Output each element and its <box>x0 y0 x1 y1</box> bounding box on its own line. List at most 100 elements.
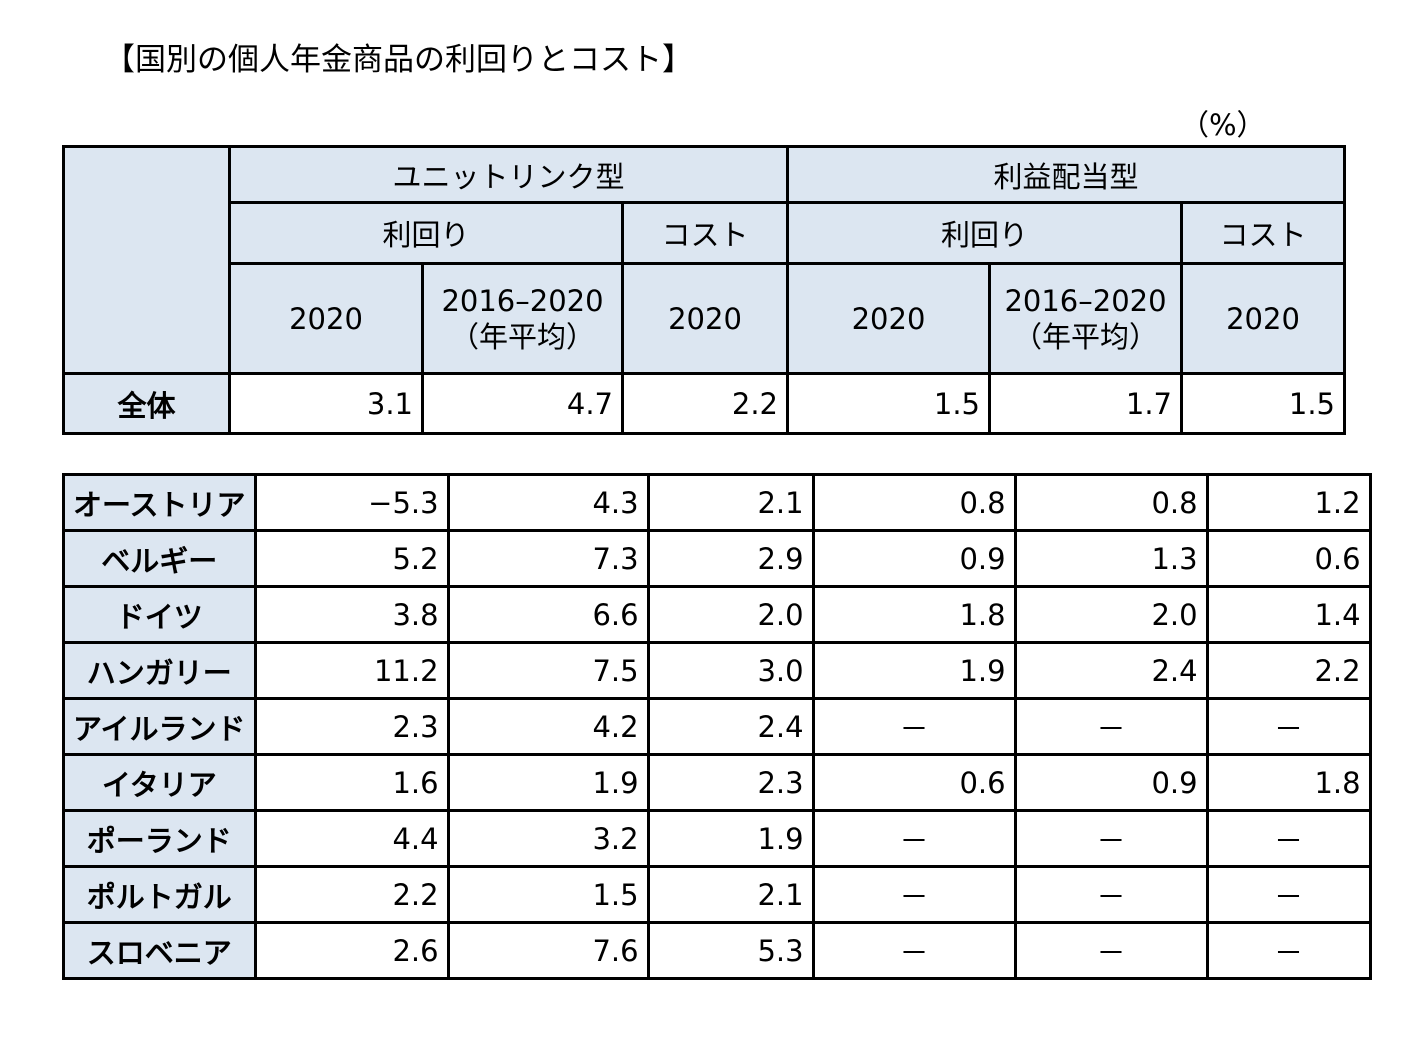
cell-value: 7.5 <box>446 641 650 700</box>
header-year-range: 2016–2020 （年平均） <box>421 262 624 375</box>
cell-value: 1.5 <box>1180 372 1346 435</box>
cell-value: － <box>1013 921 1209 980</box>
cell-value: 1.9 <box>811 641 1017 700</box>
cell-value: － <box>1205 697 1372 756</box>
cell-value: 1.9 <box>646 809 815 868</box>
cell-value: 1.7 <box>988 372 1183 435</box>
table-row: ベルギー 5.2 7.3 2.9 0.9 1.3 0.6 <box>62 529 1372 588</box>
cell-value: 1.8 <box>1205 753 1372 812</box>
cell-value: 4.4 <box>253 809 450 868</box>
row-label: イタリア <box>62 753 257 812</box>
cell-value: 2.4 <box>646 697 815 756</box>
cell-value: 2.1 <box>646 865 815 924</box>
cell-value: 3.2 <box>446 809 650 868</box>
cell-value: 6.6 <box>446 585 650 644</box>
header-annual-average: （年平均） <box>1012 319 1158 354</box>
row-label: オーストリア <box>62 473 257 532</box>
cell-value: 2.3 <box>253 697 450 756</box>
header-profit-dividend: 利益配当型 <box>786 145 1346 204</box>
header-year: 2020 <box>786 262 991 375</box>
row-label: ハンガリー <box>62 641 257 700</box>
cell-value: 5.2 <box>253 529 450 588</box>
cell-value: － <box>1013 865 1209 924</box>
cell-value: 1.6 <box>253 753 450 812</box>
header-annual-average: （年平均） <box>449 319 595 354</box>
table-row: オーストリア −5.3 4.3 2.1 0.8 0.8 1.2 <box>62 473 1372 532</box>
table-row: スロベニア 2.6 7.6 5.3 －－－ <box>62 921 1372 980</box>
header-cost: コスト <box>621 201 789 265</box>
cell-value: 4.7 <box>421 372 624 435</box>
cell-value: － <box>1013 697 1209 756</box>
cell-value: 4.3 <box>446 473 650 532</box>
row-label: ポーランド <box>62 809 257 868</box>
page-title: 【国別の個人年金商品の利回りとコスト】 <box>104 42 693 78</box>
cell-value: 5.3 <box>646 921 815 980</box>
cell-value: 1.2 <box>1205 473 1372 532</box>
table-row: ポルトガル 2.2 1.5 2.1 －－－ <box>62 865 1372 924</box>
header-year-range-text: 2016–2020 <box>1004 283 1167 318</box>
row-label: アイルランド <box>62 697 257 756</box>
cell-value: 1.4 <box>1205 585 1372 644</box>
header-cost: コスト <box>1180 201 1346 265</box>
cell-value: 2.2 <box>1205 641 1372 700</box>
table-row: ポーランド 4.4 3.2 1.9 －－－ <box>62 809 1372 868</box>
total-row: 全体 3.1 4.7 2.2 1.5 1.7 1.5 <box>62 372 1346 435</box>
cell-value: 0.9 <box>811 529 1017 588</box>
cell-value: 2.3 <box>646 753 815 812</box>
cell-value: 2.2 <box>253 865 450 924</box>
header-year: 2020 <box>621 262 789 375</box>
cell-value: － <box>811 809 1017 868</box>
header-year-range: 2016–2020 （年平均） <box>988 262 1183 375</box>
cell-value: 1.8 <box>811 585 1017 644</box>
cell-value: 1.5 <box>786 372 991 435</box>
corner-cell <box>62 145 231 375</box>
cell-value: 3.0 <box>646 641 815 700</box>
header-yield: 利回り <box>786 201 1183 265</box>
cell-value: 2.0 <box>646 585 815 644</box>
row-label: スロベニア <box>62 921 257 980</box>
cell-value: 3.8 <box>253 585 450 644</box>
cell-value: 1.9 <box>446 753 650 812</box>
row-label: ベルギー <box>62 529 257 588</box>
cell-value: 2.4 <box>1013 641 1209 700</box>
cell-value: － <box>811 921 1017 980</box>
table-row: イタリア 1.6 1.9 2.3 0.6 0.9 1.8 <box>62 753 1372 812</box>
cell-value: 2.2 <box>621 372 789 435</box>
row-label: ポルトガル <box>62 865 257 924</box>
cell-value: － <box>811 697 1017 756</box>
cell-value: 0.9 <box>1013 753 1209 812</box>
cell-value: － <box>1205 865 1372 924</box>
cell-value: 1.5 <box>446 865 650 924</box>
cell-value: － <box>811 865 1017 924</box>
table-row: ドイツ 3.8 6.6 2.0 1.8 2.0 1.4 <box>62 585 1372 644</box>
cell-value: 3.1 <box>228 372 424 435</box>
cell-value: 4.2 <box>446 697 650 756</box>
header-yield: 利回り <box>228 201 624 265</box>
cell-value: 0.6 <box>1205 529 1372 588</box>
cell-value: 7.3 <box>446 529 650 588</box>
cell-value: −5.3 <box>253 473 450 532</box>
cell-value: 2.0 <box>1013 585 1209 644</box>
cell-value: 7.6 <box>446 921 650 980</box>
cell-value: 0.8 <box>811 473 1017 532</box>
cell-value: － <box>1205 921 1372 980</box>
row-label: ドイツ <box>62 585 257 644</box>
header-year-range-text: 2016–2020 <box>441 283 604 318</box>
header-year: 2020 <box>228 262 424 375</box>
cell-value: － <box>1013 809 1209 868</box>
cell-value: 11.2 <box>253 641 450 700</box>
cell-value: 2.9 <box>646 529 815 588</box>
row-label: 全体 <box>62 372 231 435</box>
table-row: ハンガリー 11.2 7.5 3.0 1.9 2.4 2.2 <box>62 641 1372 700</box>
cell-value: 2.1 <box>646 473 815 532</box>
cell-value: 0.6 <box>811 753 1017 812</box>
cell-value: 1.3 <box>1013 529 1209 588</box>
header-year: 2020 <box>1180 262 1346 375</box>
cell-value: 0.8 <box>1013 473 1209 532</box>
table-row: アイルランド 2.3 4.2 2.4 －－－ <box>62 697 1372 756</box>
summary-table: ユニットリンク型 利益配当型 利回り コスト 利回り コスト 2020 2016… <box>62 145 1346 435</box>
unit-label: （%） <box>1180 108 1266 142</box>
header-unit-link: ユニットリンク型 <box>228 145 789 204</box>
cell-value: － <box>1205 809 1372 868</box>
country-table: オーストリア −5.3 4.3 2.1 0.8 0.8 1.2 ベルギー 5.2 7.3 2.9 0.… <box>62 473 1372 980</box>
